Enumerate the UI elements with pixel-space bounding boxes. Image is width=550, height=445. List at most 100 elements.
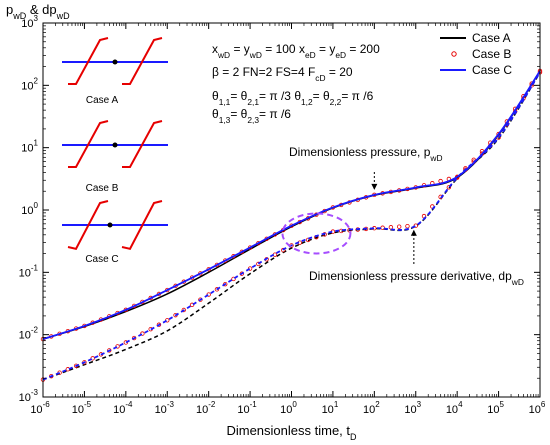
series-case-c-derivative	[42, 71, 541, 381]
inset-wellhead	[112, 59, 118, 65]
tick-exponent: -1	[31, 263, 39, 272]
tick-exponent: -4	[125, 400, 133, 409]
series-point	[305, 237, 311, 243]
axis-title-text: Dimensionless time, t	[226, 423, 350, 438]
tick-exponent: -2	[31, 326, 39, 335]
series-case-b-pressure	[40, 68, 543, 342]
y-tick-label: 101	[21, 139, 38, 155]
text-run: = θ	[313, 89, 330, 103]
tick-exponent: 6	[541, 400, 546, 409]
axis-title-subscript: wD	[56, 11, 70, 21]
annotation-pressure: Dimensionless pressure, pwD	[289, 145, 443, 163]
inset-fracture	[68, 120, 109, 168]
series-point	[281, 247, 286, 253]
x-tick-label: 106	[529, 400, 546, 416]
annotation-arrowhead	[371, 183, 378, 190]
text-subscript: eD	[305, 50, 316, 60]
inset-diagram: Case A	[62, 37, 168, 106]
series-point	[388, 225, 394, 230]
highlight-ellipse	[281, 212, 352, 255]
text-run: = π /6	[259, 107, 291, 121]
series-case-a-derivative	[42, 72, 541, 381]
text-run: = 200	[346, 42, 380, 56]
inset-wellhead	[107, 222, 113, 228]
tick-base: 10	[21, 143, 33, 155]
text-subscript: wD	[217, 50, 230, 60]
text-run: Dimensionless pressure derivative, dp	[309, 269, 512, 283]
tick-base: 10	[237, 404, 249, 416]
y-tick-label: 102	[21, 76, 38, 92]
tick-exponent: 3	[417, 400, 422, 409]
tick-exponent: 1	[334, 400, 339, 409]
y-tick-label: 10-3	[19, 388, 39, 404]
series-point	[90, 356, 95, 361]
inset-label: Case B	[86, 183, 119, 194]
tick-exponent: -3	[31, 388, 39, 397]
tick-exponent: 1	[34, 139, 39, 148]
text-run: = π /3 θ	[259, 89, 301, 103]
text-run: x	[212, 42, 218, 56]
series-point	[181, 307, 187, 313]
inset-label: Case A	[86, 95, 119, 106]
chart-axes	[42, 22, 541, 398]
tick-base: 10	[72, 404, 84, 416]
inset-fracture	[122, 120, 163, 168]
y-tick-label: 103	[21, 14, 38, 30]
x-tick-label: 103	[404, 400, 421, 416]
tick-base: 10	[113, 404, 125, 416]
parameter-line: xwD = ywD = 100 xeD = yeD = 200	[212, 42, 380, 60]
inset-fracture	[68, 37, 109, 85]
series-point	[206, 292, 211, 297]
series-point	[198, 297, 203, 302]
annotation-arrowhead	[410, 229, 417, 236]
x-tick-label: 102	[363, 400, 380, 416]
parameter-line: θ1,3= θ2,3= π /6	[212, 107, 291, 125]
inset-diagram: Case B	[62, 120, 168, 194]
series-point	[107, 348, 112, 353]
text-run: = θ	[230, 89, 247, 103]
tick-base: 10	[19, 392, 31, 404]
tick-exponent: 2	[375, 400, 380, 409]
series-point	[405, 224, 410, 229]
series-point	[231, 276, 236, 282]
inset-fracture	[121, 200, 163, 250]
tick-base: 10	[363, 404, 375, 416]
text-run: = 100 x	[262, 42, 305, 56]
axis-title-subscript: wD	[12, 11, 26, 21]
y-axis-title: pwD & dpwD	[6, 2, 70, 21]
text-run: = y	[316, 42, 336, 56]
tick-exponent: 0	[34, 201, 39, 210]
tick-exponent: -3	[167, 400, 175, 409]
legend-label: Case C	[472, 63, 512, 77]
tick-exponent: -2	[208, 400, 216, 409]
tick-base: 10	[487, 404, 499, 416]
text-subscript: 1,1	[219, 97, 231, 107]
y-tick-label: 10-1	[19, 263, 39, 279]
text-run: = y	[230, 42, 250, 56]
x-tick-label: 10-2	[196, 400, 216, 416]
inset-wellhead	[112, 142, 118, 148]
series-point	[247, 266, 253, 271]
inset-diagram: Case C	[62, 200, 168, 265]
text-run: = π /6	[341, 89, 373, 103]
annotation-derivative: Dimensionless pressure derivative, dpwD	[309, 269, 524, 287]
x-tick-label: 10-3	[155, 400, 175, 416]
tick-base: 10	[30, 404, 42, 416]
x-tick-label: 101	[322, 400, 339, 416]
x-tick-label: 105	[487, 400, 504, 416]
text-subscript: 2,1	[247, 97, 259, 107]
series-point	[396, 224, 402, 229]
text-subscript: wD	[511, 277, 524, 287]
tick-base: 10	[21, 205, 33, 217]
tick-exponent: 5	[499, 400, 504, 409]
parameter-line: θ1,1= θ2,1= π /3 θ1,2= θ2,2= π /6	[212, 89, 374, 107]
plot-frame	[42, 22, 541, 398]
chart-series	[40, 68, 543, 382]
series-case-c-pressure	[42, 70, 541, 340]
text-run: β = 2 FN=2 FS=4 F	[212, 65, 315, 79]
text-run: θ	[212, 89, 219, 103]
x-tick-label: 100	[280, 400, 297, 416]
text-subscript: wD	[249, 50, 262, 60]
parameter-line: β = 2 FN=2 FS=4 FcD = 20	[212, 65, 353, 83]
